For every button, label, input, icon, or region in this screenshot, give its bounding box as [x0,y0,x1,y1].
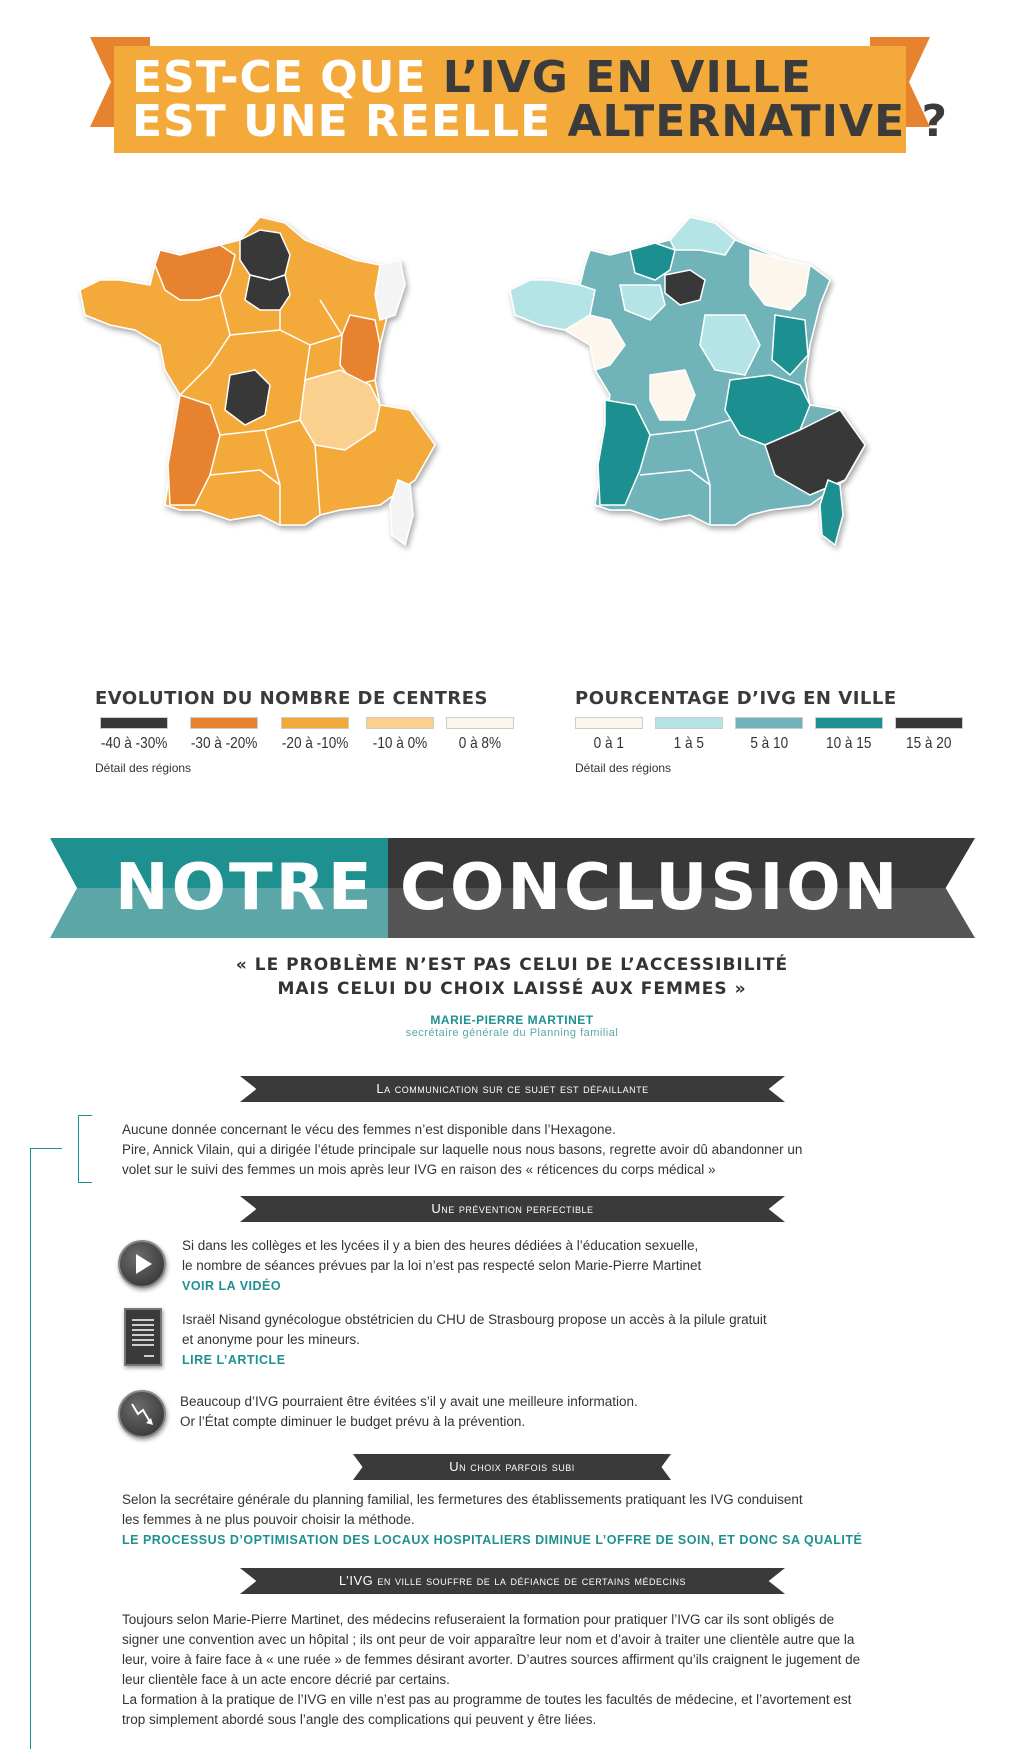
title-line-2: EST UNE REELLE ALTERNATIVE ? [132,100,947,144]
text-line: Aucune donnée concernant le vécu des fem… [122,1122,616,1137]
legend-swatch [815,717,883,729]
section-1-text: Aucune donnée concernant le vécu des fem… [122,1120,902,1180]
title-part-dark: L’IVG EN VILLE [442,52,812,103]
play-icon[interactable] [118,1240,166,1288]
legend-label: -40 à -30% [100,735,168,752]
text-line: Pire, Annick Vilain, qui a dirigée l’étu… [122,1142,803,1157]
france-map-teal [509,216,866,547]
section-ribbon-prevention: Une prévention perfectible [240,1196,785,1222]
legend-label: 15 à 20 [906,735,952,752]
map-evolution-centres[interactable] [79,205,460,625]
optimisation-link[interactable]: LE PROCESSUS D’OPTIMISATION DES LOCAUX H… [122,1533,863,1547]
legend-swatch [895,717,963,729]
section-ribbon-communication: La communication sur ce sujet est défail… [240,1076,785,1102]
title-banner: EST-CE QUE L’IVG EN VILLE EST UNE REELLE… [90,32,947,157]
banner-word-conclusion: CONCLUSION [400,851,901,925]
text-line: signer une convention avec un hôpital ; … [122,1632,855,1647]
legend-item: 15 à 20 [895,717,963,753]
legend-swatch [365,717,434,729]
legend-label: -10 à 0% [372,735,428,752]
legend-swatch [735,717,803,729]
regions-detail-link[interactable]: Détail des régions [575,761,672,775]
quote-author-role: secrétaire générale du Planning familial [405,1027,619,1039]
text-line: et anonyme pour les mineurs. [182,1332,360,1347]
banner-teal-part [50,838,388,938]
quote-line: « LE PROBLÈME N’EST PAS CELUI DE L’ACCES… [235,955,789,975]
read-article-link[interactable]: LIRE L’ARTICLE [182,1353,286,1367]
legend-item: -10 à 0% [365,717,434,753]
document-glyph [132,1319,154,1357]
legend-items: -40 à -30% -30 à -20% -20 à -10% -10 à 0% 0 … [95,717,514,753]
timeline-connector [30,1148,62,1149]
legend-item: 0 à 1 [575,717,643,753]
legend-title: EVOLUTION DU NOMBRE DE CENTRES [95,688,488,709]
legend-evolution: EVOLUTION DU NOMBRE DE CENTRES -40 à -30… [95,688,514,775]
quote: « LE PROBLÈME N’EST PAS CELUI DE L’ACCES… [0,953,1024,1001]
watch-video-link[interactable]: VOIR LA VIDÉO [182,1279,282,1293]
text-line: trop simplement abordé sous l’angle des … [122,1712,597,1727]
quote-line: MAIS CELUI DU CHOIX LAISSÉ AUX FEMMES » [277,979,747,999]
legend-label: 5 à 10 [750,735,788,752]
legend-swatch [190,717,259,729]
section-2-item-2: Israël Nisand gynécologue obstétricien d… [182,1310,902,1370]
timeline-line [30,1148,31,1749]
trend-down-glyph [131,1403,153,1425]
legend-swatch [575,717,643,729]
legend-item: 5 à 10 [735,717,803,753]
section-2-item-3: Beaucoup d’IVG pourraient être évitées s… [180,1392,900,1432]
section-bracket [78,1115,92,1183]
legend-item: -20 à -10% [276,717,354,753]
legend-item: 10 à 15 [815,717,883,753]
play-glyph [136,1254,152,1274]
legend-item: 0 à 8% [445,717,514,753]
legend-label: 0 à 1 [593,735,625,752]
text-line: Israël Nisand gynécologue obstétricien d… [182,1312,767,1327]
title-part-white: EST UNE REELLE [132,96,568,147]
legend-items: 0 à 1 1 à 5 5 à 10 10 à 15 15 à 20 [575,717,963,753]
legend-label: -30 à -20% [191,735,258,752]
text-line: Selon la secrétaire générale du planning… [122,1492,803,1507]
title-line-1: EST-CE QUE L’IVG EN VILLE [132,56,890,100]
title-box: EST-CE QUE L’IVG EN VILLE EST UNE REELLE… [114,46,947,153]
conclusion-banner: NOTRE CONCLUSION [50,838,975,938]
text-line: les femmes à ne plus pouvoir choisir la … [122,1512,415,1527]
legend-item: -40 à -30% [95,717,173,753]
trend-down-icon [118,1390,166,1438]
text-line: leur clientèle face à un acte encore déc… [122,1672,450,1687]
title-part-white: EST-CE QUE [132,52,443,103]
section-2-item-1: Si dans les collèges et les lycées il y … [182,1236,902,1296]
france-map-orange [79,216,436,547]
regions-detail-link[interactable]: Détail des régions [95,761,192,775]
legend-label: 1 à 5 [673,735,705,752]
title-part-dark: ALTERNATIVE ? [567,96,949,147]
quote-author: MARIE-PIERRE MARTINET [430,1013,594,1027]
text-line: La formation à la pratique de l’IVG en v… [122,1692,852,1707]
text-line: leur, voire à faire face à « une ruée » … [122,1652,861,1667]
banner-dark-part [388,838,975,938]
section-3-text: Selon la secrétaire générale du planning… [122,1490,902,1550]
legend-label: -20 à -10% [281,735,348,752]
text-line: Beaucoup d’IVG pourraient être évitées s… [180,1394,638,1409]
legend-swatch [100,717,169,729]
text-line: le nombre de séances prévues par la loi … [182,1258,702,1273]
section-4-text: Toujours selon Marie-Pierre Martinet, de… [122,1610,902,1730]
legend-swatch [655,717,723,729]
legend-label: 10 à 15 [826,735,872,752]
text-line: Or l’État compte diminuer le budget prév… [180,1414,526,1429]
legend-swatch [280,717,349,729]
banner-word-notre: NOTRE [115,851,375,925]
map-pourcentage-ivg-ville[interactable] [509,205,890,625]
legend-label: 0 à 8% [458,735,501,752]
legend-pourcentage: POURCENTAGE D’IVG EN VILLE 0 à 1 1 à 5 5 à… [575,688,963,775]
text-line: Si dans les collèges et les lycées il y … [182,1238,699,1253]
legend-swatch [445,717,514,729]
section-ribbon-choix: Un choix parfois subi [353,1454,671,1480]
section-ribbon-defiance: L’IVG en ville souffre de la défiance de… [240,1568,785,1594]
legend-title: POURCENTAGE D’IVG EN VILLE [575,688,897,709]
legend-item: -30 à -20% [185,717,263,753]
document-icon[interactable] [124,1308,162,1366]
text-line: Toujours selon Marie-Pierre Martinet, de… [122,1612,835,1627]
legend-item: 1 à 5 [655,717,723,753]
text-line: volet sur le suivi des femmes un mois ap… [122,1162,716,1177]
